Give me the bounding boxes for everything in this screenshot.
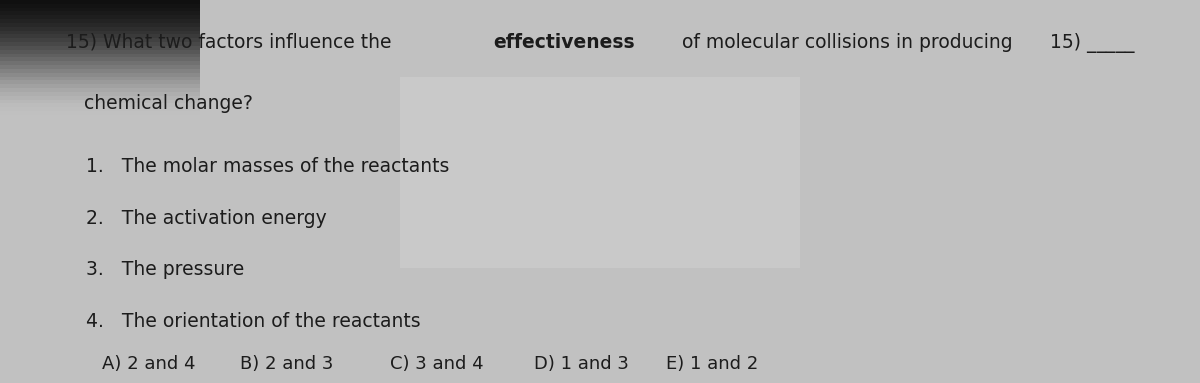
Text: 15) What two factors influence the: 15) What two factors influence the (66, 33, 397, 52)
Text: B) 2 and 3: B) 2 and 3 (240, 355, 334, 373)
Text: 2.   The activation energy: 2. The activation energy (86, 209, 328, 228)
Text: chemical change?: chemical change? (66, 94, 253, 113)
Text: C) 3 and 4: C) 3 and 4 (390, 355, 484, 373)
Text: 3.   The pressure: 3. The pressure (86, 260, 245, 280)
Text: E) 1 and 2: E) 1 and 2 (666, 355, 758, 373)
Text: 1.   The molar masses of the reactants: 1. The molar masses of the reactants (86, 157, 450, 176)
Text: of molecular collisions in producing: of molecular collisions in producing (677, 33, 1013, 52)
Text: 4.   The orientation of the reactants: 4. The orientation of the reactants (86, 312, 421, 331)
Text: 15) _____: 15) _____ (1050, 33, 1134, 52)
Text: effectiveness: effectiveness (493, 33, 635, 52)
Text: D) 1 and 3: D) 1 and 3 (534, 355, 629, 373)
Text: A) 2 and 4: A) 2 and 4 (102, 355, 196, 373)
